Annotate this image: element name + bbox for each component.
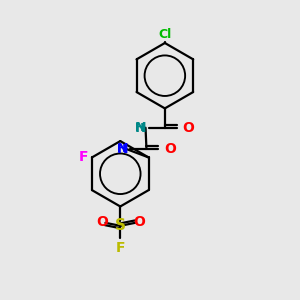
Text: N: N: [116, 142, 128, 155]
Text: N: N: [135, 121, 146, 135]
Text: S: S: [115, 218, 126, 233]
Text: H: H: [117, 143, 126, 154]
Text: Cl: Cl: [158, 28, 172, 40]
Text: O: O: [164, 142, 176, 155]
Text: O: O: [96, 215, 108, 229]
Text: H: H: [135, 123, 145, 133]
Text: O: O: [133, 215, 145, 229]
Text: F: F: [116, 241, 125, 255]
Text: F: F: [79, 150, 88, 164]
Text: O: O: [183, 121, 195, 135]
